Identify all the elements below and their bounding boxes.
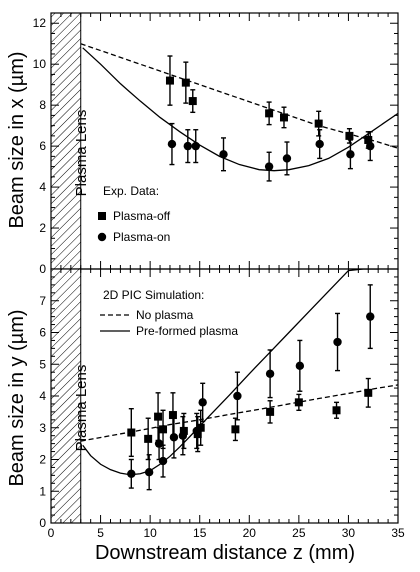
plasma-on-point [154,439,164,448]
plasma-on-point [366,141,375,151]
legend-label: Pre-formed plasma [136,324,238,338]
plasma-on-point [167,139,177,149]
plot-frame [50,12,399,270]
plasma-off-point [159,425,168,434]
plasma-on-point [178,431,188,440]
y-tick-label: 3 [39,421,46,435]
plasma-off-point [181,78,190,87]
no-plasma-curve [80,43,398,149]
y-tick-label: 4 [39,180,46,194]
legend-title: Exp. Data: [103,184,159,198]
plasma-off-point [279,113,288,122]
plasma-on-point [158,456,168,466]
y-tick-label: 5 [39,357,46,371]
plasma-off-point [168,411,177,420]
plasma-off-point [154,412,163,421]
x-tick-label: 5 [97,526,104,540]
x-tick-label: 10 [143,526,157,540]
pre-formed-plasma-curve [82,269,379,476]
no-plasma-curve [80,384,398,442]
plot-frame [50,268,399,524]
plasma-on-point [192,426,201,436]
y-axis-title-top: Beam size in x (µm) [6,51,28,228]
x-tick-label: 15 [193,526,207,540]
x-tick-label: 0 [48,526,55,540]
y-axis-title-bottom: Beam size in y (µm) [6,309,28,486]
legend-title: 2D PIC Simulation: [103,288,204,302]
y-tick-label: 8 [39,98,46,112]
plasma-off-point [332,406,341,415]
pre-formed-plasma-curve [82,47,398,172]
plasma-off-point [266,407,275,416]
plasma-off-point [165,76,174,85]
x-tick-label: 35 [391,526,405,540]
plasma-off-point [314,119,323,128]
plasma-off-point [364,135,373,144]
bottom-panel: Plasma Lens 0 1 2 3 4 5 6 7 0 5 10 15 20 25 30 35 2D PIC … [39,268,405,540]
plasma-on-point [346,150,355,159]
plasma-on-point [198,398,207,407]
x-tick-label: 25 [292,526,306,540]
plasma-off-point [188,97,197,106]
plasma-on-point [265,369,275,378]
x-tick-label: 30 [342,526,356,540]
plasma-lens-label: Plasma Lens [73,110,90,197]
plasma-off-point [294,398,303,407]
plasma-off-point [179,426,188,435]
legend-label: Plasma-off [113,209,171,223]
plasma-on-point [282,154,292,163]
y-tick-label: 12 [33,16,47,30]
y-tick-label: 6 [39,326,46,340]
plasma-on-point [191,141,200,151]
plasma-off-point [345,131,354,140]
y-tick-label: 1 [39,484,46,498]
y-tick-label: 0 [39,262,46,276]
plasma-on-point [127,469,136,478]
y-tick-label: 10 [33,57,47,71]
y-tick-label: 7 [39,294,46,308]
plasma-on-point [264,162,274,171]
plasma-off-point [196,423,205,432]
plasma-on-point [233,391,242,401]
top-panel: Plasma Lens 0 2 4 6 8 10 12 Exp. Data: Plasma-off… [33,12,399,276]
y-tick-label: 0 [39,516,46,530]
y-tick-label: 6 [39,139,46,153]
plasma-off-point [144,434,153,443]
plasma-off-point [127,428,136,437]
legend-label: No plasma [136,308,194,322]
y-tick-label: 4 [39,389,46,403]
y-tick-label: 2 [39,453,46,467]
plasma-on-point [169,433,179,442]
plasma-on-point [295,361,305,371]
plasma-off-point [364,388,373,397]
x-axis-title: Downstream distance z (mm) [95,542,355,564]
plasma-lens-label: Plasma Lens [73,365,90,452]
legend-circle-marker [97,232,107,242]
plasma-lens-region [50,12,82,270]
y-tick-label: 2 [39,221,46,235]
plasma-on-point [219,150,228,159]
plasma-on-point [366,312,375,321]
plasma-off-point [265,109,274,118]
x-tick-label: 20 [243,526,257,540]
legend-label: Plasma-on [113,230,170,244]
plasma-off-point [231,425,240,434]
plasma-on-point [183,141,193,151]
legend-square-marker [98,212,106,220]
plasma-on-point [333,337,342,347]
plasma-on-point [315,139,324,149]
plasma-on-point [144,468,154,477]
